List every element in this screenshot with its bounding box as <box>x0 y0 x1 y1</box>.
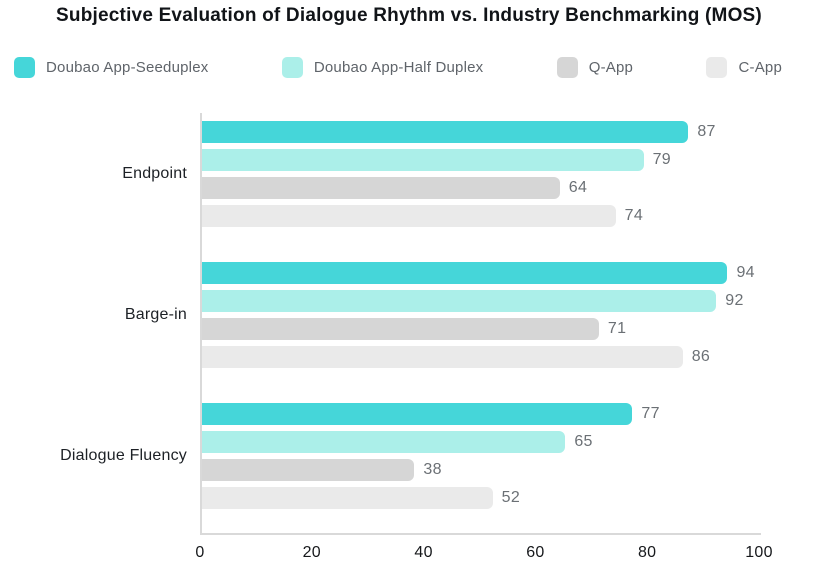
bar-row: 86 <box>202 346 761 368</box>
plot-area: Endpoint 87 79 64 74 Barge-in 94 92 71 86 Dialogue… <box>60 113 761 535</box>
bar <box>202 346 683 368</box>
bar-row: 38 <box>202 459 761 481</box>
x-tick-label: 0 <box>195 544 205 561</box>
legend-item: Q-App <box>556 57 634 78</box>
bar-value-label: 94 <box>736 264 755 281</box>
category-label: Endpoint <box>122 165 187 182</box>
x-axis: 0 20 40 60 80 100 <box>195 544 772 566</box>
legend-swatch-icon <box>706 57 728 78</box>
bar-value-label: 79 <box>652 151 672 168</box>
bar-value-label: 77 <box>641 405 660 422</box>
bar-group: Dialogue Fluency 77 65 38 52 <box>60 403 761 509</box>
bar-value-label: 38 <box>423 461 442 478</box>
category-label: Dialogue Fluency <box>60 447 187 464</box>
bar <box>202 487 493 509</box>
bar <box>202 431 566 453</box>
bar-row: 64 <box>202 177 761 199</box>
bar-row: 71 <box>202 318 761 340</box>
bar-row: 92 <box>202 290 761 312</box>
category-label: Barge-in <box>124 306 187 323</box>
bar-row: 65 <box>202 431 761 453</box>
x-tick-label: 20 <box>302 544 321 561</box>
bar-value-label: 52 <box>501 489 521 506</box>
bar-row: 79 <box>202 149 761 171</box>
bar-value-label: 92 <box>725 292 744 309</box>
legend-label: C-App <box>738 59 782 76</box>
legend-swatch-icon <box>281 57 303 78</box>
bar <box>202 121 689 143</box>
bar <box>202 459 415 481</box>
legend-item: C-App <box>706 57 782 78</box>
x-tick-label: 40 <box>414 544 433 561</box>
bar <box>202 403 633 425</box>
bar <box>202 149 644 171</box>
bar-value-label: 71 <box>607 320 627 337</box>
bar <box>202 177 560 199</box>
bar-row: 74 <box>202 205 761 227</box>
legend-swatch-icon <box>556 57 578 78</box>
bar-value-label: 74 <box>624 207 644 224</box>
bar-row: 52 <box>202 487 761 509</box>
bar-value-label: 86 <box>691 348 711 365</box>
bar-row: 94 <box>202 262 761 284</box>
legend-item: Doubao App-Half Duplex <box>281 57 484 78</box>
bar <box>202 205 616 227</box>
bar-value-label: 65 <box>574 433 593 450</box>
bar-row: 77 <box>202 403 761 425</box>
bar <box>202 318 599 340</box>
chart-title: Subjective Evaluation of Dialogue Rhythm… <box>56 5 762 26</box>
legend: Doubao App-Seeduplex Doubao App-Half Dupl… <box>14 57 782 78</box>
legend-swatch-icon <box>14 57 35 78</box>
legend-item: Doubao App-Seeduplex <box>14 57 208 78</box>
bar-value-label: 87 <box>697 123 716 140</box>
legend-label: Q-App <box>588 59 634 76</box>
bar-group: Barge-in 94 92 71 86 <box>125 262 761 368</box>
bar-value-label: 64 <box>568 179 588 196</box>
x-tick-label: 80 <box>637 544 657 561</box>
bar <box>202 262 728 284</box>
bar <box>202 290 717 312</box>
legend-label: Doubao App-Half Duplex <box>313 59 484 76</box>
x-tick-label: 100 <box>745 544 773 561</box>
bar-row: 87 <box>202 121 761 143</box>
legend-label: Doubao App-Seeduplex <box>46 59 209 76</box>
x-tick-label: 60 <box>526 544 545 561</box>
bar-group: Endpoint 87 79 64 74 <box>122 121 761 227</box>
